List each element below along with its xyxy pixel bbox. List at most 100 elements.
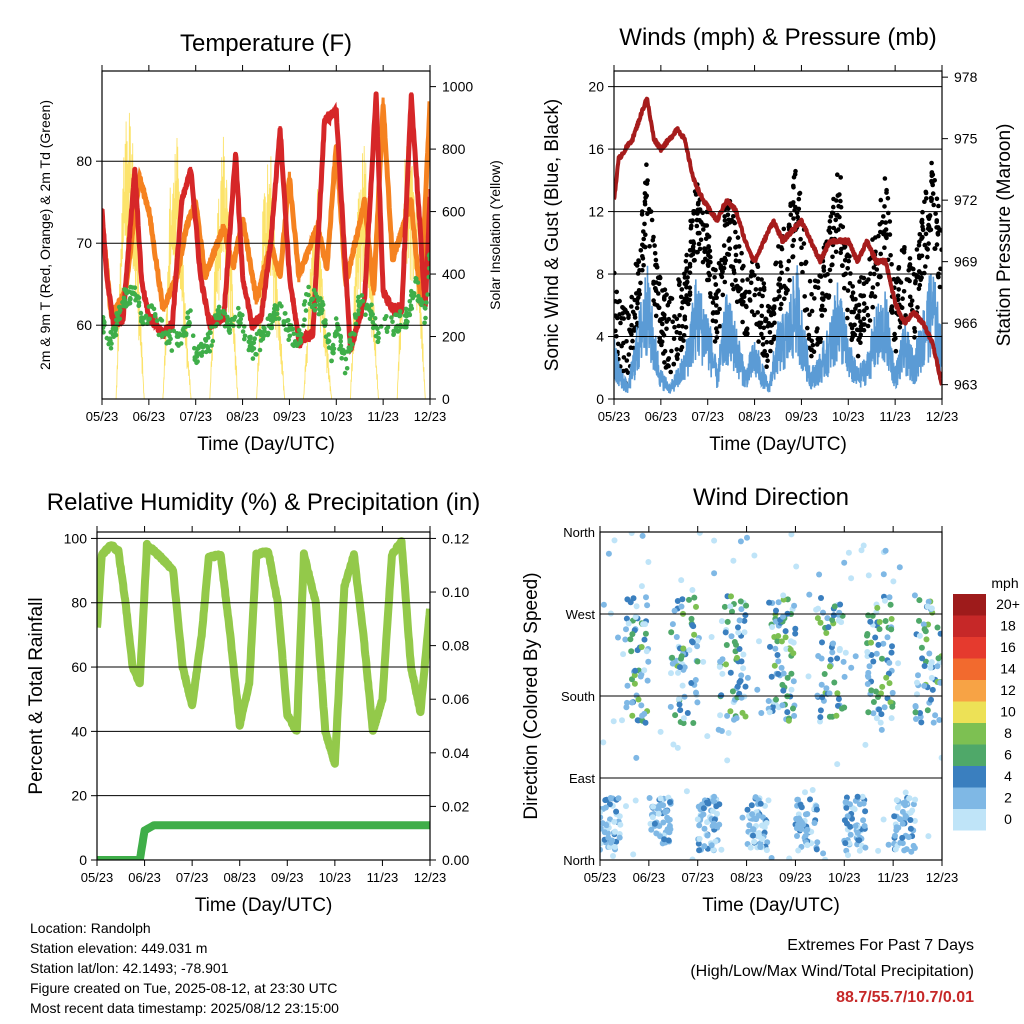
series-point [790, 254, 795, 260]
direction-point [807, 796, 813, 803]
direction-point [710, 820, 717, 827]
series-point [202, 343, 207, 348]
series-point [752, 292, 757, 298]
direction-point [735, 629, 742, 636]
series-point [935, 225, 941, 230]
direction-point [719, 656, 726, 663]
direction-point [638, 583, 645, 590]
series-point [883, 220, 888, 225]
series-point [786, 224, 792, 230]
direction-point [689, 856, 696, 860]
series-point [665, 302, 671, 308]
direction-point [779, 702, 786, 709]
colorbar: mph 20+ 18 16 14 12 10 8 6 4 2 0 [953, 575, 1020, 831]
series-point [917, 282, 923, 288]
series-point [722, 218, 728, 223]
direction-point [696, 822, 703, 829]
series-point [283, 311, 288, 316]
series-point [653, 286, 658, 292]
wind-series-1 [614, 265, 942, 394]
series-point [838, 250, 843, 256]
series-point [925, 226, 931, 232]
direction-point [875, 847, 882, 854]
direction-point [875, 694, 881, 700]
direction-point [793, 563, 800, 570]
wind-plot-area [614, 96, 942, 394]
series-point [679, 335, 684, 341]
rh-series-0 [97, 537, 430, 768]
y2-tick-label: 978 [954, 69, 978, 85]
direction-point [876, 706, 883, 713]
series-point [678, 294, 684, 300]
series-point [154, 318, 160, 324]
direction-point [829, 617, 836, 623]
series-point [630, 309, 636, 315]
direction-point [870, 658, 877, 665]
series-point [842, 258, 848, 263]
direction-point [928, 605, 935, 612]
series-point [834, 198, 839, 203]
series-point [634, 305, 640, 311]
series-point [934, 196, 940, 202]
series-point [736, 244, 742, 249]
direction-point [750, 826, 757, 833]
x-tick-label: 08/23 [226, 409, 259, 424]
series-point [923, 231, 929, 237]
direction-point [791, 602, 798, 609]
series-point [107, 336, 113, 342]
rh-chart: Relative Humidity (%) & Precipitation (i… [26, 489, 480, 916]
series-point [882, 204, 887, 209]
direction-point [928, 696, 934, 703]
direction-point [689, 587, 696, 593]
series-point [329, 358, 334, 364]
direction-point [600, 846, 603, 853]
series-point [398, 313, 403, 318]
series-point [332, 333, 338, 339]
series-point [668, 295, 673, 301]
series-point [615, 315, 620, 321]
direction-point [612, 828, 618, 835]
direction-point [842, 840, 849, 847]
series-point [739, 293, 745, 298]
series-point [846, 258, 851, 264]
series-point [181, 325, 186, 331]
series-point [913, 272, 919, 278]
series-point [296, 328, 302, 333]
direction-point [694, 643, 701, 650]
series-point [705, 232, 710, 238]
direction-point [790, 705, 796, 712]
direction-point [700, 805, 707, 812]
series-point [836, 227, 841, 232]
direction-point [641, 710, 648, 717]
direction-point [842, 649, 849, 656]
series-point [624, 358, 630, 363]
direction-point [827, 656, 834, 663]
x-tick-label: 10/23 [832, 409, 865, 424]
direction-point [700, 658, 707, 665]
direction-point [605, 834, 612, 841]
direction-point [744, 806, 751, 813]
x-tick-label: 11/23 [879, 409, 911, 424]
direction-point [874, 604, 881, 611]
direction-point [925, 598, 932, 605]
direction-point [834, 655, 841, 662]
series-point [713, 267, 718, 273]
direction-point [638, 644, 645, 650]
direction-point [665, 794, 672, 801]
series-point [830, 254, 835, 260]
direction-point [825, 624, 832, 631]
temp-xlabel: Time (Day/UTC) [197, 434, 335, 455]
series-point [287, 333, 293, 339]
series-point [914, 247, 920, 252]
y-tick-label: 12 [588, 204, 604, 220]
series-point [916, 243, 922, 248]
series-point [831, 225, 837, 231]
y-tick-label: North [563, 853, 595, 868]
colorbar-label: 0 [1004, 811, 1012, 827]
direction-point [852, 653, 859, 660]
series-point [718, 264, 724, 270]
direction-point [740, 665, 747, 672]
series-point [169, 348, 175, 353]
series-point [864, 305, 869, 311]
y-tick-label: South [561, 689, 595, 704]
